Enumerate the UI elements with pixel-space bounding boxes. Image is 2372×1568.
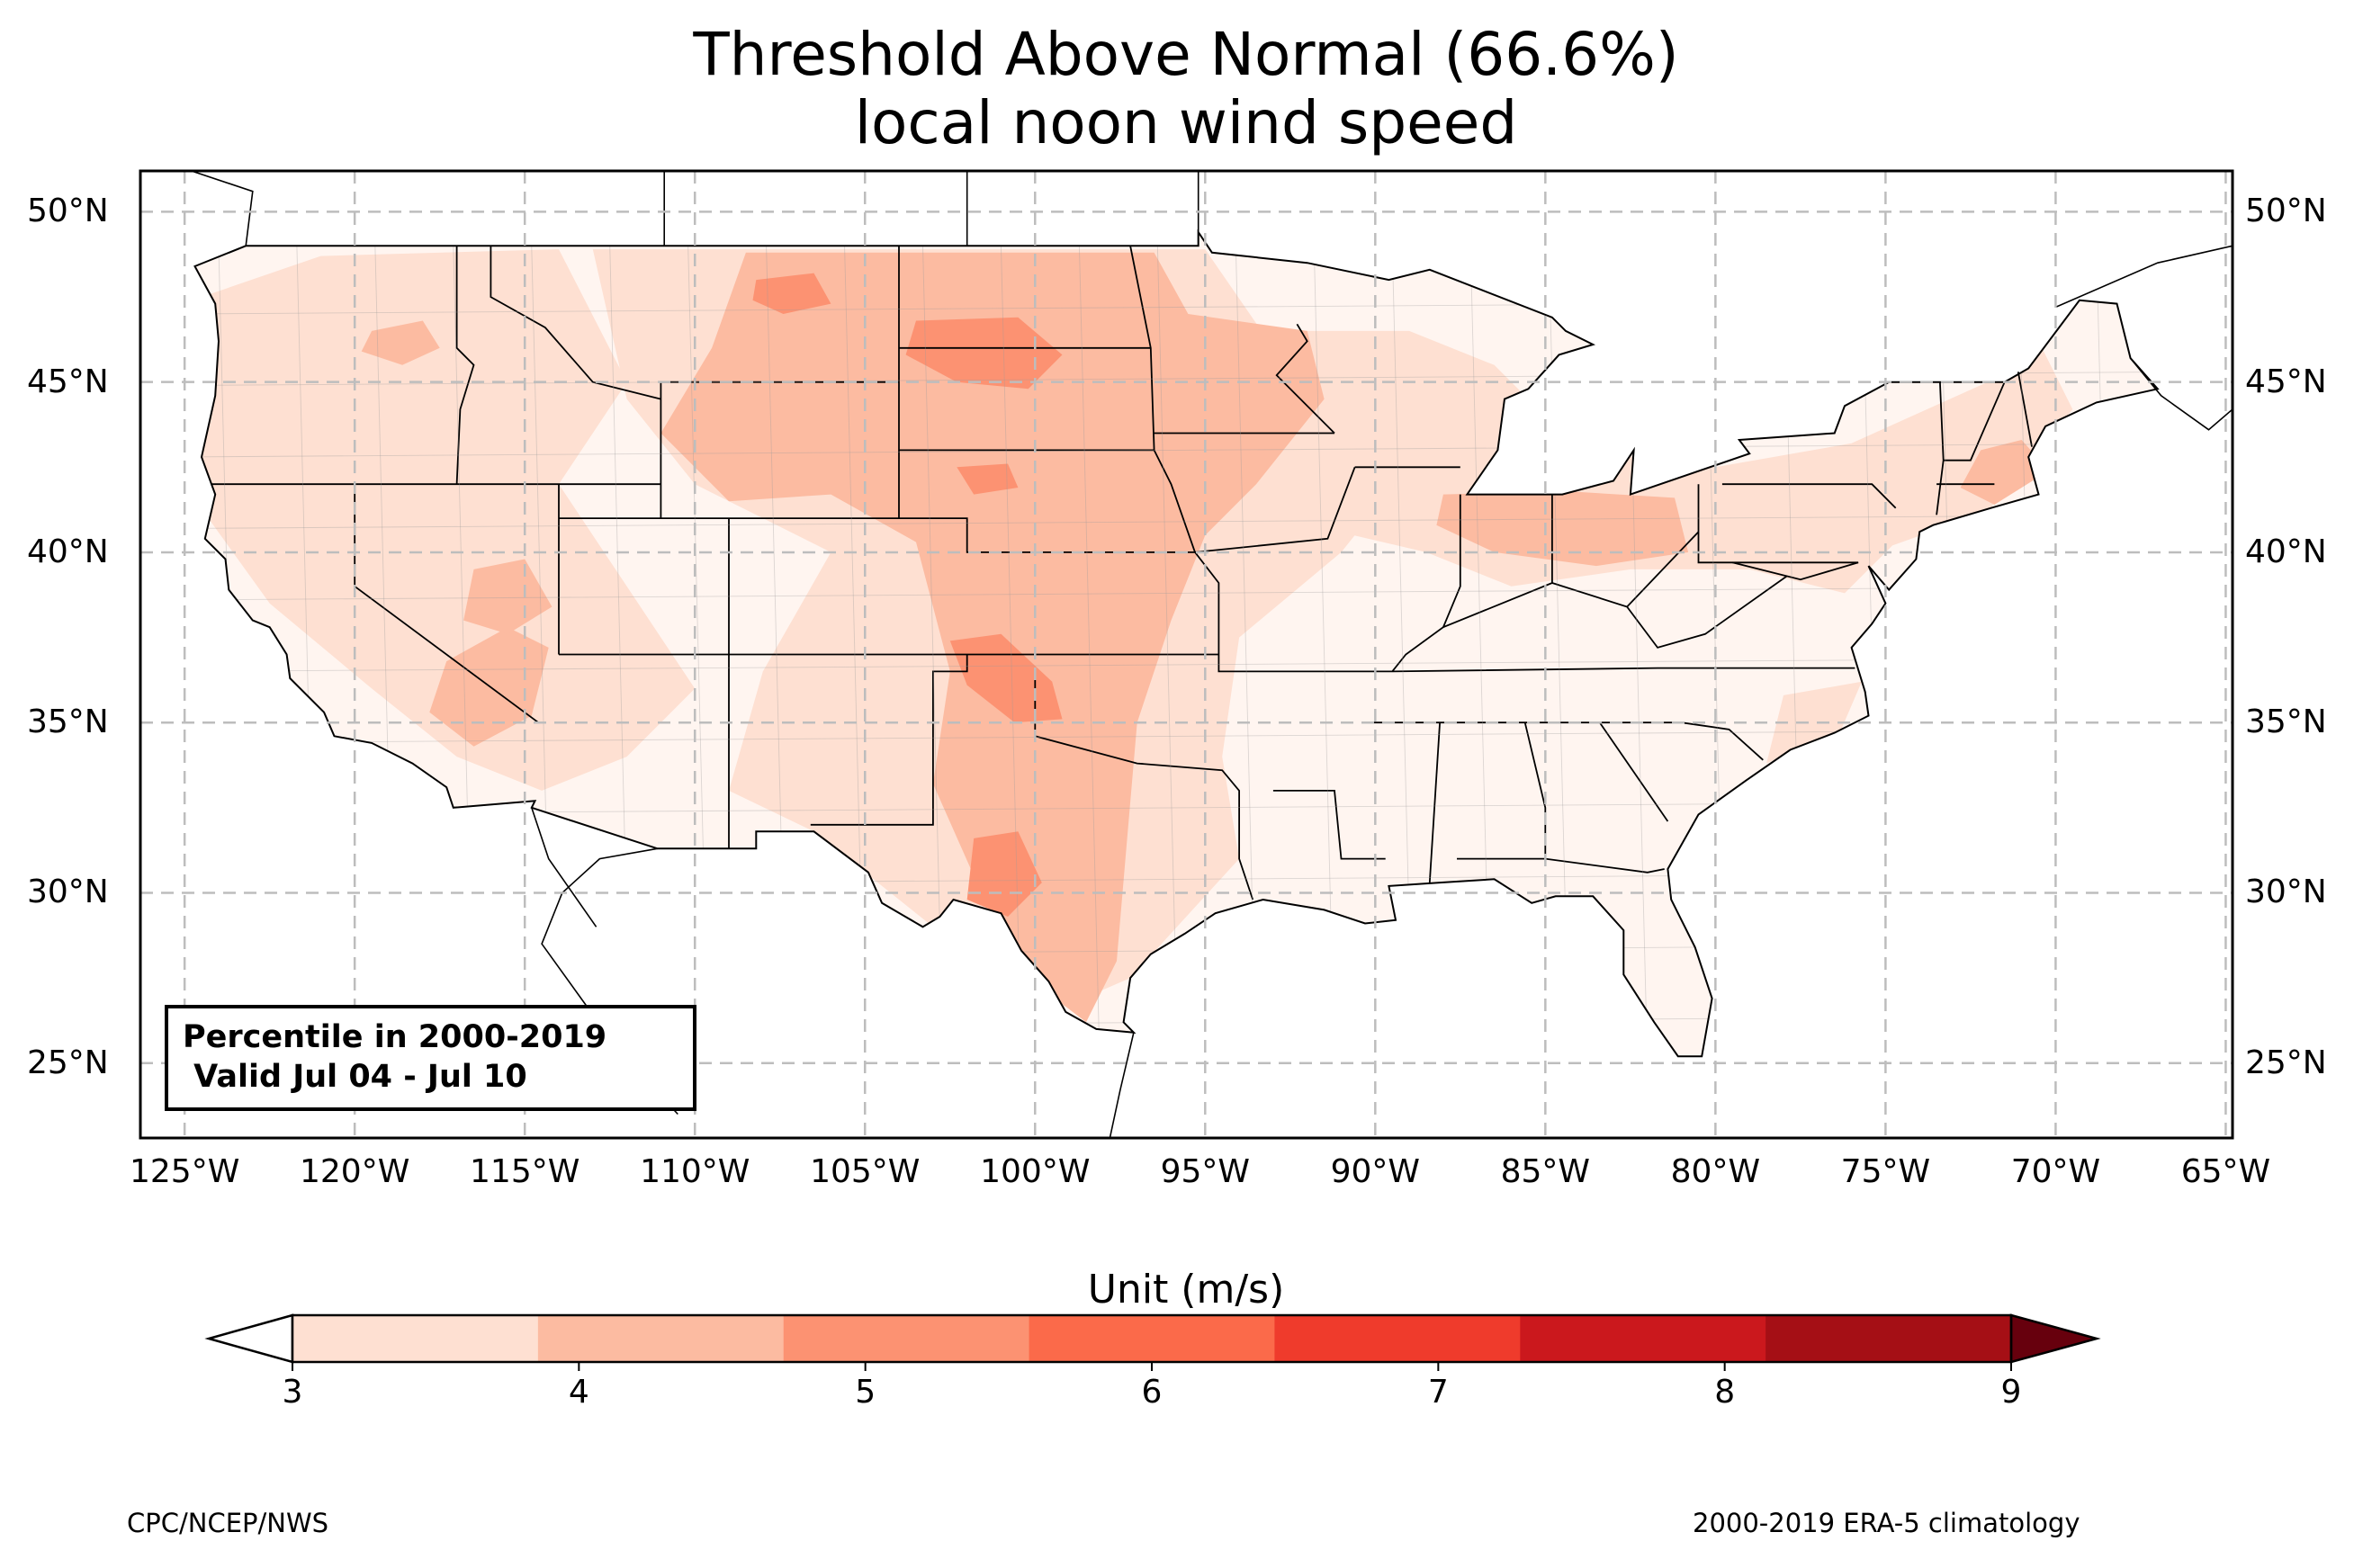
lon-tick-label: 65°W [2180,1153,2271,1190]
colorbar-segment [292,1315,539,1362]
colorbar-tick-label: 8 [1714,1374,1736,1411]
lat-tick-label-left: 40°N [27,533,109,570]
lon-tick-label: 100°W [980,1153,1091,1190]
footer-climatology: 2000-2019 ERA-5 climatology [1693,1508,2080,1538]
shade-4-5-pacific-nw [361,320,440,365]
gridlines [140,171,2233,1138]
state-border [1943,381,2006,461]
county-line [194,943,2158,958]
nova-scotia-coast [2129,357,2233,431]
lon-tick-label: 85°W [1500,1153,1591,1190]
lon-tick-label: 70°W [2010,1153,2101,1190]
lat-tick-label-left: 25°N [27,1044,109,1081]
info-box-line2: Valid Jul 04 - Jul 10 [183,1059,527,1095]
colorbar-over-arrow [2009,1313,2101,1364]
lat-tick-label-right: 25°N [2245,1044,2327,1081]
state-border [1275,323,1335,435]
county-line [1861,246,1883,1057]
shade-5-6-montana-ne [752,273,831,314]
lat-tick-label-left: 35°N [27,703,109,741]
coastline [193,228,2160,1058]
state-border [455,246,475,485]
lon-tick-label: 90°W [1330,1153,1421,1190]
state-border [1545,857,1665,874]
colorbar-label: Unit (m/s) [1087,1267,1285,1313]
shade-5-6-dakotas [905,317,1063,390]
lat-tick-label-left: 45°N [27,363,109,400]
state-border [1391,575,1788,672]
shade-5-6-texas [966,831,1042,917]
state-border [810,654,968,826]
colorbar [204,1313,2101,1371]
info-box: Percentile in 2000-2019 Valid Jul 04 - J… [165,1005,696,1111]
lat-tick-label-right: 45°N [2245,363,2327,400]
state-border [1428,722,1441,883]
state-border [660,517,1195,553]
chart-subtitle: local noon wind speed [854,88,1518,157]
state-border [1697,484,1859,564]
lat-tick-label-right: 40°N [2245,533,2327,570]
lat-tick-label-right: 30°N [2245,874,2327,911]
lat-tick-label-left: 30°N [27,874,109,911]
footer-credit: CPC/NCEP/NWS [127,1508,329,1538]
state-border [490,246,661,400]
county-line [194,443,2158,458]
colorbar-segment [1766,1315,2012,1362]
lon-tick-label: 110°W [640,1153,750,1190]
canada-coast [191,171,254,246]
lon-tick-label: 120°W [300,1153,410,1190]
st-lawrence-coast [2055,245,2233,309]
info-box-line1: Percentile in 2000-2019 [183,1019,607,1055]
shade-3-4-west-broad [194,249,696,791]
colorbar-segment [1274,1315,1521,1362]
gulf-of-california-coast [531,807,597,927]
state-border [1217,654,1855,673]
county-line [1939,246,1962,1057]
state-border [1626,531,1700,608]
colorbar-segment [783,1315,1030,1362]
shade-3-4-se-coast [1766,681,1862,764]
county-line [194,586,2158,601]
shade-4-5-ohio-valley [1436,490,1689,567]
colorbar-tick-label: 4 [568,1374,589,1411]
shade-5-6-nebraska [957,463,1019,495]
colorbar-segment [1520,1315,1766,1362]
map-frame [139,169,2234,1140]
state-border [1721,483,1897,509]
colorbar-tick-label: 6 [1141,1374,1163,1411]
colorbar-under-arrow [204,1313,294,1364]
lon-tick-label: 95°W [1160,1153,1250,1190]
shade-4-5-northeast [1960,440,2049,505]
shade-4-5-great-basin [463,559,553,634]
lat-tick-label-right: 50°N [2245,193,2327,230]
colorbar-segment [1029,1315,1275,1362]
state-border [1599,721,1669,822]
colorbar-tick-label: 3 [282,1374,303,1411]
colorbar-tick-label: 9 [2000,1374,2022,1411]
state-border [1442,494,1461,628]
lon-tick-label: 115°W [470,1153,580,1190]
lat-tick-label-left: 50°N [27,193,109,230]
state-border [1732,561,1859,581]
state-border [1193,466,1356,655]
colorbar-tick-label: 7 [1427,1374,1449,1411]
county-line [194,514,2158,529]
state-border [1129,246,1196,553]
lon-tick-label: 75°W [1840,1153,1931,1190]
mexico-gulf-coast [1109,1032,1135,1138]
state-borders [211,246,2033,900]
lon-tick-label: 105°W [810,1153,921,1190]
lon-tick-label: 80°W [1670,1153,1761,1190]
lon-tick-label: 125°W [129,1153,240,1190]
state-border [1272,790,1386,860]
county-line [1001,246,1022,1057]
state-border [2017,372,2033,447]
colorbar-tick-label: 5 [855,1374,876,1411]
lat-tick-label-right: 35°N [2245,703,2327,741]
chart-title: Threshold Above Normal (66.6%) [693,20,1679,89]
colorbar-segment [537,1315,785,1362]
map-layer [140,171,2233,1138]
